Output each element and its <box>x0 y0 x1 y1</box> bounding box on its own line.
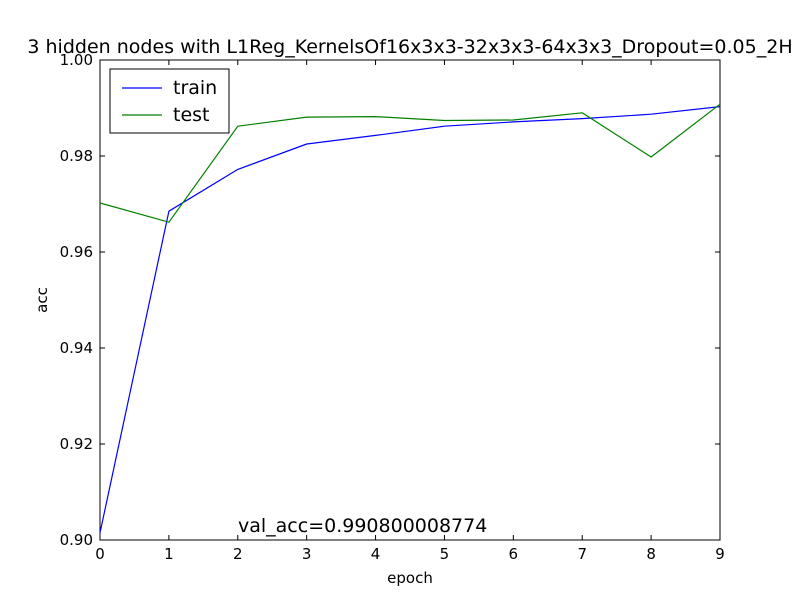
y-tick-label: 0.98 <box>60 147 93 165</box>
plot-area: 0 1 2 3 4 5 6 7 8 9 0.90 0.92 0.94 0.96 0.98 1.00 <box>60 51 725 563</box>
series-line-train <box>99 106 721 533</box>
x-tick-label: 0 <box>95 545 105 563</box>
y-tick-label: 0.92 <box>60 435 93 453</box>
x-tick-label: 5 <box>440 545 450 563</box>
plot-frame <box>99 59 721 541</box>
y-tick-label: 0.90 <box>60 531 93 549</box>
x-tick-label: 4 <box>371 545 381 563</box>
x-tick-label: 8 <box>646 545 656 563</box>
x-tick-label: 6 <box>509 545 519 563</box>
x-tick-label: 2 <box>233 545 243 563</box>
x-tick-label: 7 <box>577 545 587 563</box>
x-tick-label: 1 <box>164 545 174 563</box>
legend-label-test: test <box>173 104 210 126</box>
x-tick-label: 3 <box>302 545 312 563</box>
chart-title: 3 hidden nodes with L1Reg_KernelsOf16x3x… <box>27 36 792 58</box>
y-axis-label: acc <box>33 287 51 313</box>
val-acc-annotation: val_acc=0.990800008774 <box>238 515 487 537</box>
x-axis-label: epoch <box>387 569 433 587</box>
legend: train test <box>109 68 230 134</box>
series-line-test <box>99 103 721 223</box>
y-tick-label: 1.00 <box>60 51 93 69</box>
y-tick-label: 0.94 <box>60 339 93 357</box>
legend-frame <box>109 68 230 134</box>
legend-label-train: train <box>173 77 217 99</box>
x-tick-label: 9 <box>715 545 725 563</box>
y-tick-label: 0.96 <box>60 243 93 261</box>
